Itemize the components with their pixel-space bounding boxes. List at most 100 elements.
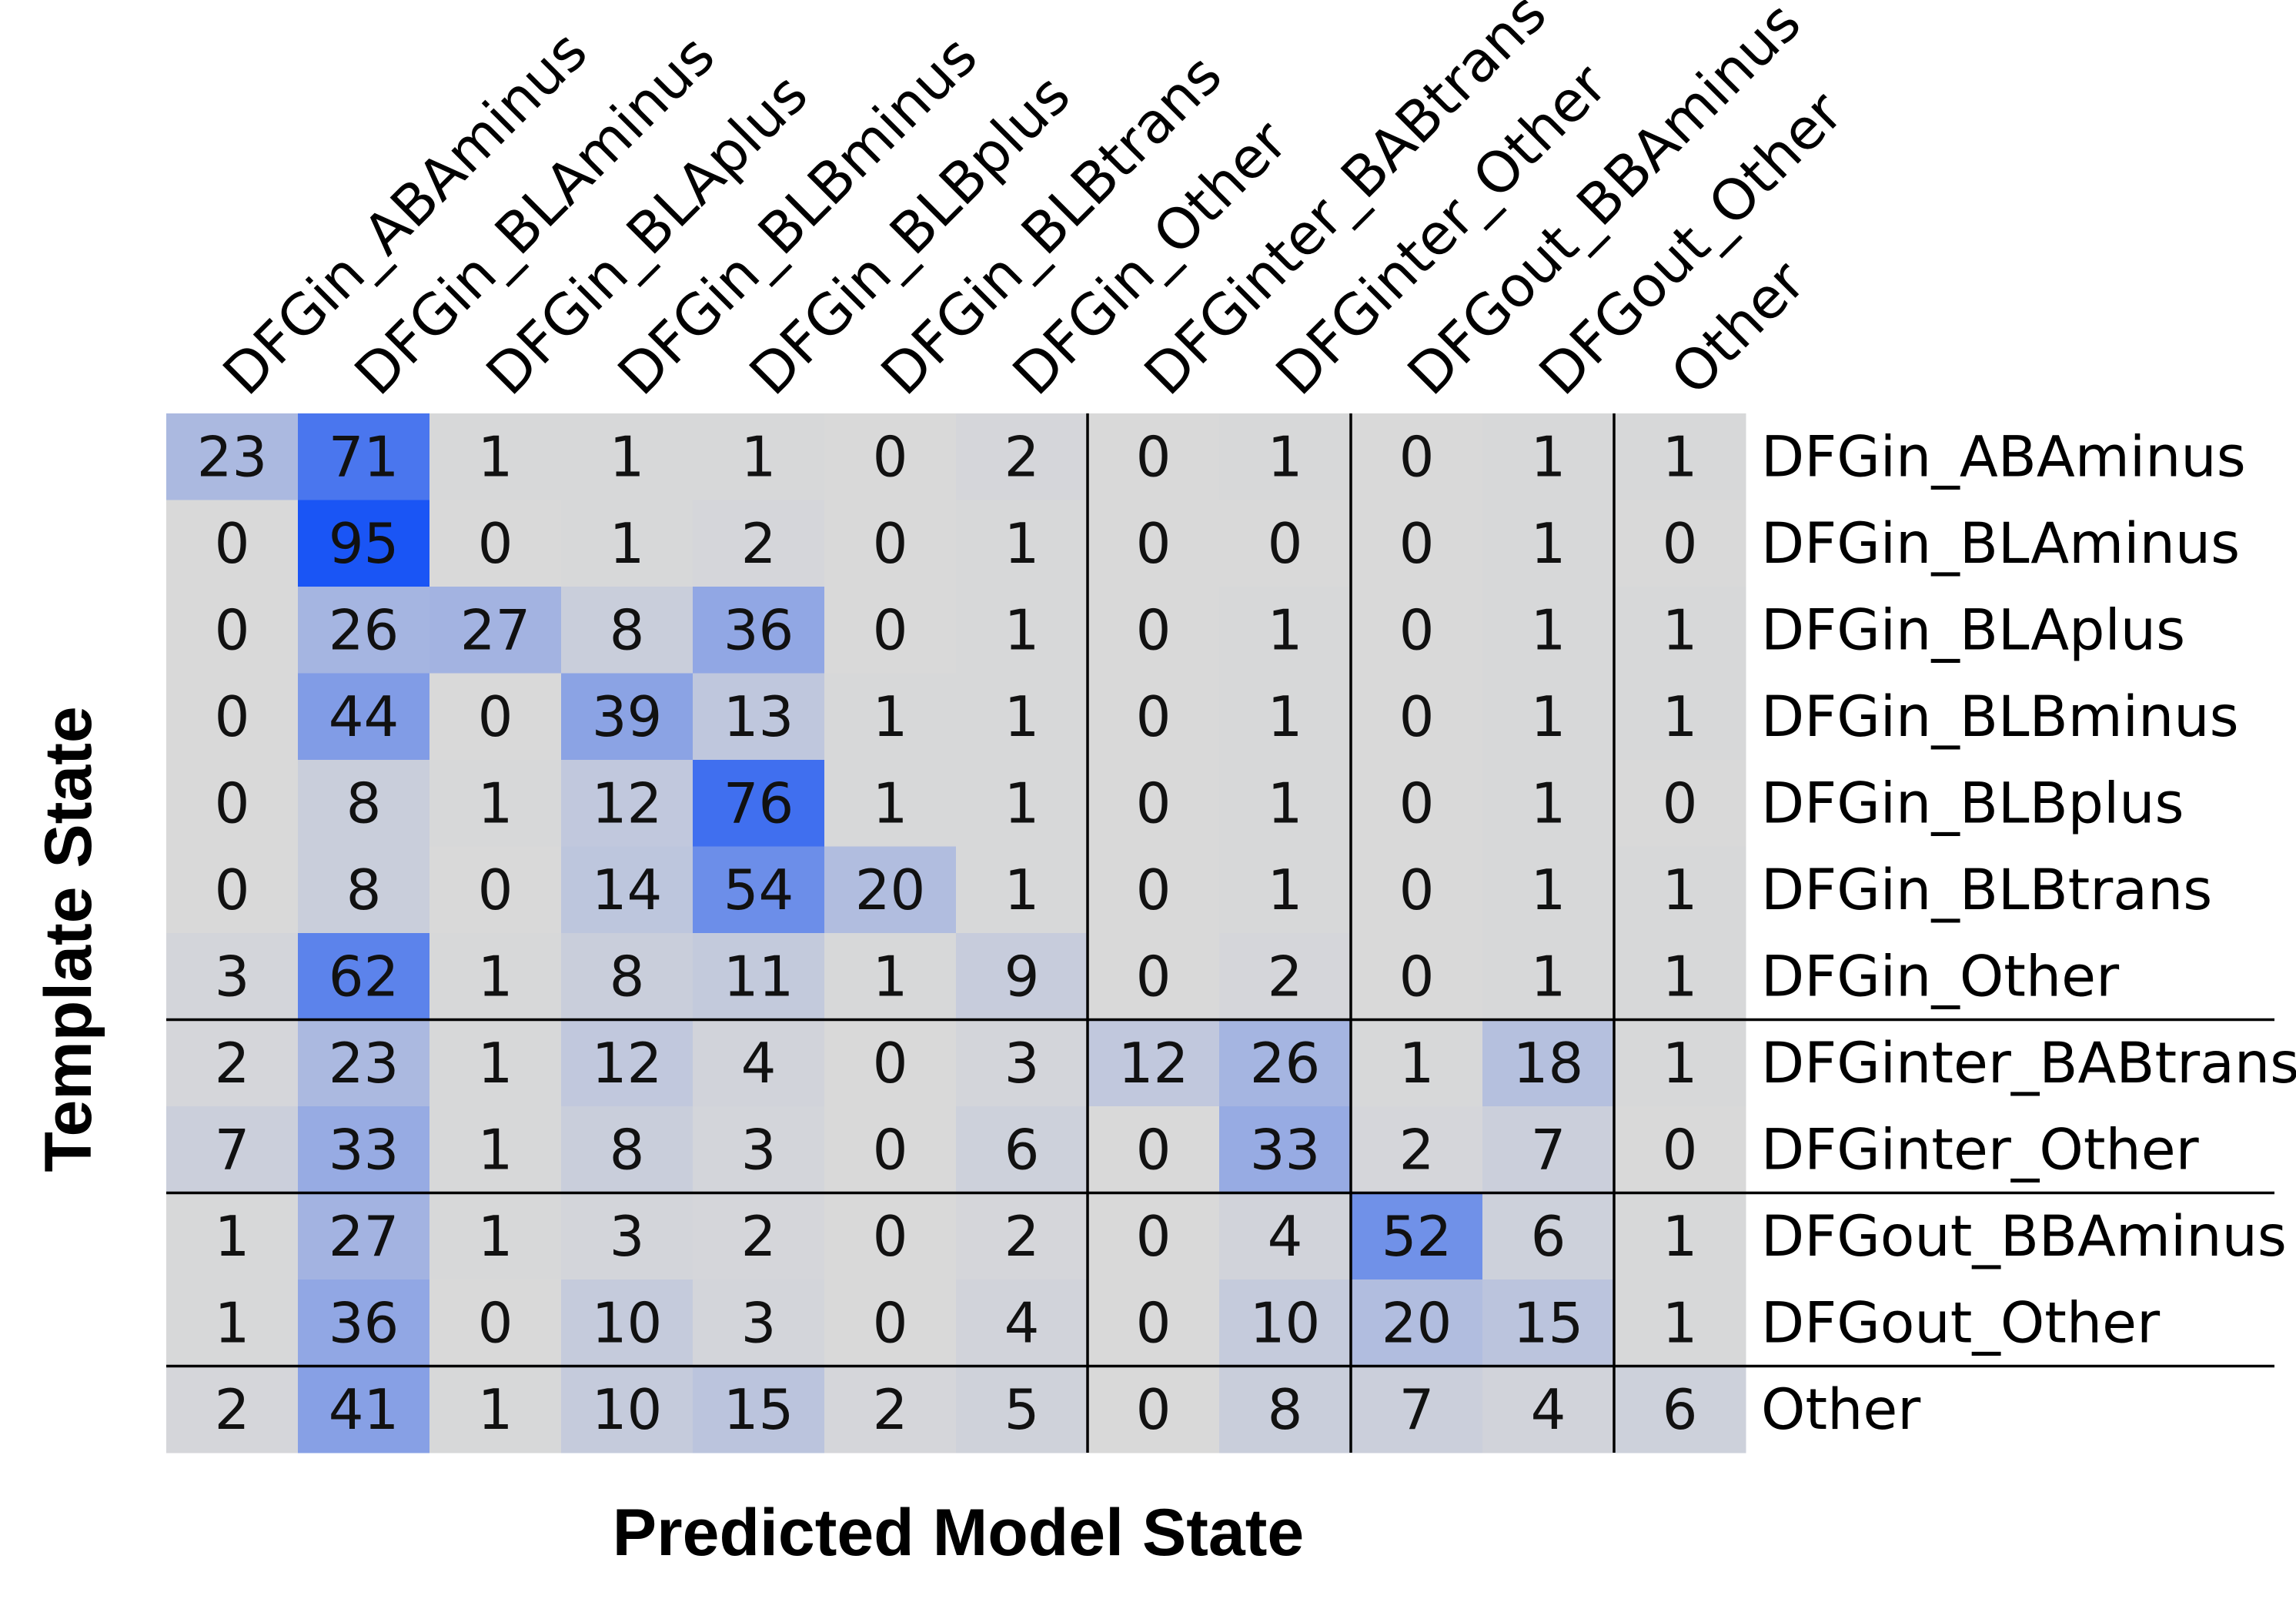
heatmap-cell <box>561 1019 693 1107</box>
heatmap-cell <box>693 500 825 587</box>
heatmap-cell <box>1088 500 1220 587</box>
cell-value-label: 1 <box>1268 597 1303 662</box>
cell-value-label: 1 <box>1663 858 1698 922</box>
row-labels: DFGin_ABAminus DFGin_BLAminus DFGin_BLAplu… <box>1761 424 2296 1443</box>
heatmap-cell <box>561 587 693 674</box>
heatmap-cell <box>1614 760 1746 847</box>
cell-value-label: 1 <box>215 1204 250 1269</box>
heatmap-cell <box>824 1279 957 1366</box>
heatmap-cell <box>1614 1019 1746 1107</box>
heatmap-cell <box>429 1019 562 1107</box>
cell-value-label: 7 <box>1531 1117 1566 1182</box>
cell-value-label: 1 <box>1004 597 1040 662</box>
cell-value-label: 0 <box>1663 511 1698 576</box>
heatmap-cell <box>1482 1279 1615 1366</box>
heatmap-cell <box>429 413 562 500</box>
cell-value-label: 0 <box>215 511 250 576</box>
cell-value-label: 1 <box>1531 597 1566 662</box>
heatmap-cell <box>693 673 825 761</box>
heatmap-cell <box>1351 673 1483 761</box>
heatmap-cell <box>166 587 299 674</box>
cell-value-label: 1 <box>1531 684 1566 749</box>
heatmap-cell <box>1088 846 1220 934</box>
heatmap-cell <box>429 846 562 934</box>
heatmap-cell <box>956 413 1088 500</box>
row-label: DFGin_BLBtrans <box>1761 858 2212 923</box>
heatmap-cell <box>956 1019 1088 1107</box>
heatmap-cells: 23 71 1 1 1 0 2 0 1 0 1 10 95 0 1 2 0 1 0 0 0 1 00 26 27 8 36 0 1 0 1 0… <box>166 413 1746 1453</box>
cell-value-label: 0 <box>478 858 513 922</box>
heatmap-cell <box>1219 413 1352 500</box>
cell-value-label: 1 <box>1268 684 1303 749</box>
cell-value-label: 0 <box>478 511 513 576</box>
cell-value-label: 1 <box>873 771 908 835</box>
heatmap-cell <box>298 587 430 674</box>
heatmap-cell <box>1088 1106 1220 1193</box>
cell-value-label: 0 <box>1399 944 1435 1009</box>
cell-value-label: 54 <box>724 858 794 922</box>
heatmap-cell <box>956 587 1088 674</box>
heatmap-cell <box>1351 500 1483 587</box>
cell-value-label: 3 <box>741 1290 777 1355</box>
cell-value-label: 33 <box>329 1117 399 1182</box>
heatmap-cell <box>561 933 693 1020</box>
heatmap-cell <box>1088 587 1220 674</box>
heatmap-cell <box>1614 587 1746 674</box>
cell-value-label: 1 <box>1004 684 1040 749</box>
cell-value-label: 0 <box>1136 1117 1171 1182</box>
heatmap-cell <box>166 1106 299 1193</box>
heatmap-cell <box>824 587 957 674</box>
row-label: DFGout_Other <box>1761 1290 2161 1356</box>
cell-value-label: 4 <box>741 1031 777 1096</box>
cell-value-label: 12 <box>1118 1031 1189 1096</box>
cell-value-label: 0 <box>873 1204 908 1269</box>
cell-value-label: 1 <box>215 1290 250 1355</box>
cell-value-label: 3 <box>610 1204 645 1269</box>
cell-value-label: 62 <box>329 944 399 1009</box>
heatmap-cell <box>1219 500 1352 587</box>
cell-value-label: 0 <box>1136 1377 1171 1442</box>
heatmap-cell <box>693 933 825 1020</box>
cell-value-label: 15 <box>1513 1290 1584 1355</box>
heatmap-cell <box>1351 587 1483 674</box>
heatmap-cell <box>1614 413 1746 500</box>
cell-value-label: 1 <box>478 1031 513 1096</box>
heatmap-cell <box>693 1106 825 1193</box>
cell-value-label: 0 <box>478 684 513 749</box>
cell-value-label: 10 <box>592 1290 663 1355</box>
heatmap-cell <box>429 1279 562 1366</box>
cell-value-label: 1 <box>1663 684 1698 749</box>
row-label: DFGin_ABAminus <box>1761 424 2246 490</box>
cell-value-label: 1 <box>1531 858 1566 922</box>
cell-value-label: 6 <box>1663 1377 1698 1442</box>
cell-value-label: 20 <box>1382 1290 1452 1355</box>
cell-value-label: 0 <box>1136 511 1171 576</box>
heatmap-cell <box>166 760 299 847</box>
heatmap-cell <box>1614 500 1746 587</box>
cell-value-label: 8 <box>610 597 645 662</box>
cell-value-label: 2 <box>215 1031 250 1096</box>
cell-value-label: 0 <box>1136 944 1171 1009</box>
cell-value-label: 0 <box>873 1290 908 1355</box>
cell-value-label: 3 <box>1004 1031 1040 1096</box>
cell-value-label: 0 <box>1136 597 1171 662</box>
cell-value-label: 1 <box>478 1117 513 1182</box>
cell-value-label: 95 <box>329 511 399 576</box>
cell-value-label: 1 <box>741 424 777 489</box>
cell-value-label: 1 <box>1268 771 1303 835</box>
heatmap-cell <box>956 500 1088 587</box>
cell-value-label: 2 <box>215 1377 250 1442</box>
cell-value-label: 5 <box>1004 1377 1040 1442</box>
row-label: DFGin_BLBminus <box>1761 684 2239 750</box>
heatmap-cell <box>1219 1106 1352 1193</box>
heatmap-cell <box>1219 933 1352 1020</box>
heatmap-cell <box>693 846 825 934</box>
y-axis-title: Template State <box>32 706 105 1172</box>
cell-value-label: 2 <box>873 1377 908 1442</box>
heatmap-cell <box>298 933 430 1020</box>
cell-value-label: 2 <box>1004 424 1040 489</box>
cell-value-label: 0 <box>1399 597 1435 662</box>
cell-value-label: 33 <box>1250 1117 1321 1182</box>
cell-value-label: 2 <box>1268 944 1303 1009</box>
cell-value-label: 8 <box>346 858 382 922</box>
